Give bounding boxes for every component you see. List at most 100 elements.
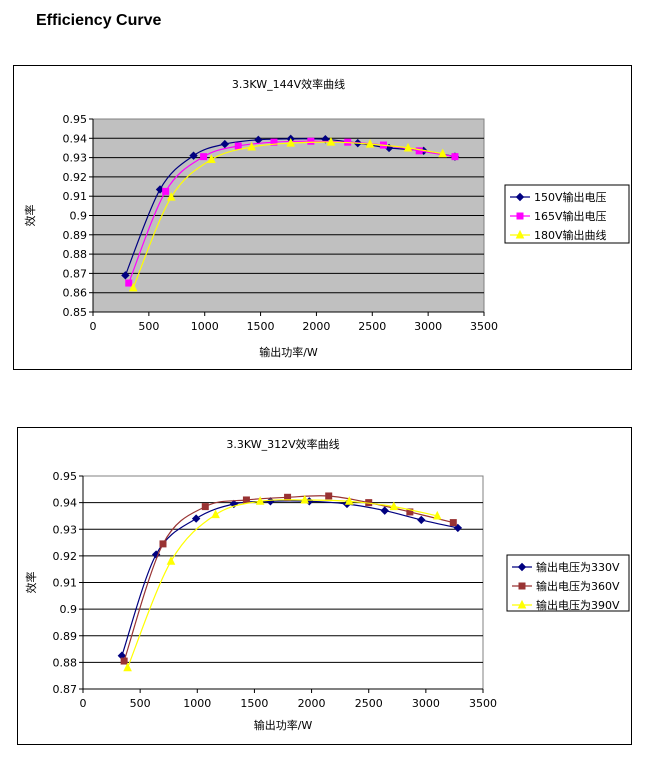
chart0-series-line — [128, 140, 456, 284]
chart1-data-point — [166, 556, 176, 565]
chart-312v-svg: 3.3KW_312V效率曲线 0.87 0.88 0.89 0.9 0.91 0.92 0.9… — [24, 437, 630, 732]
page-heading: Efficiency Curve — [36, 12, 162, 29]
chart0-legend-swatch-marker — [515, 229, 525, 239]
chart0-y-tick-label: 0.86 — [63, 287, 88, 300]
chart-144v-svg: 3.3KW_144V效率曲线 0.85 0.86 0.87 0.88 0.89 0.9 0.9… — [23, 77, 630, 359]
chart1-x-tick-label: 500 — [130, 697, 151, 710]
chart0-data-point — [189, 151, 198, 160]
chart0-series-2 — [128, 137, 447, 292]
chart0-y-tick-label: 0.94 — [63, 132, 88, 145]
chart1-data-point — [449, 519, 457, 527]
chart1-x-axis-label: 输出功率/W — [254, 718, 313, 732]
chart1-title: 3.3KW_312V效率曲线 — [226, 437, 339, 451]
chart0-data-point — [200, 153, 208, 161]
chart0-data-point — [286, 138, 296, 147]
chart1-legend-label: 输出电压为360V — [536, 579, 620, 593]
chart0-data-point — [162, 187, 170, 195]
chart0-data-point — [207, 154, 216, 164]
chart0-data-point — [166, 192, 176, 201]
chart1-data-point — [453, 523, 463, 533]
chart0-title: 3.3KW_144V效率曲线 — [232, 77, 345, 91]
chart0-y-tick-label: 0.93 — [63, 152, 88, 165]
chart0-data-point — [247, 141, 256, 151]
chart1-data-point — [406, 508, 414, 516]
chart0-x-axis-label: 输出功率/W — [259, 345, 318, 359]
chart0-legend-item: 150V输出电压 — [510, 190, 607, 204]
chart1-y-tick-label: 0.91 — [53, 577, 78, 590]
chart1-y-tick-label: 0.88 — [53, 656, 78, 669]
chart0-data-point — [438, 148, 447, 158]
chart0-x-tick-label: 1500 — [247, 320, 275, 333]
efficiency-chart-144v: 3.3KW_144V效率曲线 0.85 0.86 0.87 0.88 0.89 0.9 0.9… — [13, 65, 632, 370]
chart0-data-point — [125, 279, 133, 287]
chart0-y-tick-label: 0.91 — [63, 190, 88, 203]
chart1-x-tick-label: 0 — [80, 697, 87, 710]
chart1-data-point — [120, 657, 128, 665]
chart1-legend-swatch-marker — [517, 562, 527, 572]
chart1-data-point — [242, 496, 250, 504]
chart1-data-point — [325, 492, 333, 500]
chart1-data-point — [389, 501, 399, 511]
chart0-x-tick-label: 500 — [138, 320, 159, 333]
chart1-data-point — [201, 503, 209, 511]
efficiency-chart-312v: 3.3KW_312V效率曲线 0.87 0.88 0.89 0.9 0.91 0.92 0.9… — [17, 427, 632, 745]
chart0-y-tick-label: 0.87 — [63, 267, 88, 280]
chart0-legend — [504, 184, 630, 244]
chart0-data-point — [234, 142, 242, 150]
chart1-legend — [506, 554, 630, 612]
chart0-data-point — [307, 137, 315, 145]
chart1-x-tick-label: 2000 — [298, 697, 326, 710]
chart0-data-point — [415, 147, 423, 155]
chart0-data-point — [365, 138, 375, 148]
chart0-y-tick-label: 0.88 — [63, 248, 88, 261]
chart0-y-tick-label: 0.9 — [70, 210, 88, 223]
chart1-y-axis-label: 效率 — [24, 572, 38, 594]
chart0-legend-swatch-marker — [515, 192, 525, 202]
chart1-data-point — [417, 515, 426, 525]
chart1-legend-swatch-marker — [517, 599, 527, 609]
chart0-legend-item: 180V输出曲线 — [510, 228, 607, 242]
chart0-x-tick-label: 2000 — [302, 320, 330, 333]
chart1-series-2 — [123, 494, 442, 672]
chart1-legend-item: 输出电压为330V — [512, 560, 620, 574]
chart0-x-tick-label: 2500 — [358, 320, 386, 333]
chart0-data-point — [270, 138, 278, 146]
chart0-data-point — [220, 139, 230, 149]
chart1-y-tick-label: 0.89 — [53, 630, 78, 643]
chart0-y-tick-label: 0.89 — [63, 229, 88, 242]
chart1-data-point — [159, 540, 167, 548]
chart0-x-tick-label: 3000 — [414, 320, 442, 333]
chart0-legend-item: 165V输出电压 — [510, 209, 607, 223]
chart1-x-tick-label: 3500 — [469, 697, 497, 710]
chart0-legend-swatch-marker — [516, 212, 524, 220]
chart0-legend-label: 180V输出曲线 — [534, 228, 607, 242]
chart1-data-point — [300, 494, 310, 504]
chart1-x-tick-label: 2500 — [355, 697, 383, 710]
chart0-data-point — [403, 142, 413, 152]
chart1-y-tick-label: 0.93 — [53, 523, 78, 536]
chart0-x-tick-label: 1000 — [191, 320, 219, 333]
chart1-data-point — [211, 509, 220, 519]
chart0-x-tick-label: 3500 — [470, 320, 498, 333]
chart1-legend-label: 输出电压为390V — [536, 598, 620, 612]
chart0-y-tick-label: 0.95 — [63, 113, 88, 126]
chart1-data-point — [344, 496, 354, 505]
chart1-data-point — [255, 496, 265, 505]
chart1-y-tick-label: 0.95 — [53, 470, 78, 483]
chart1-data-point — [123, 662, 132, 672]
chart0-legend-label: 150V输出电压 — [534, 190, 607, 204]
chart0-y-tick-label: 0.85 — [63, 306, 88, 319]
chart1-legend-item: 输出电压为360V — [512, 579, 620, 593]
chart1-y-tick-label: 0.92 — [53, 550, 78, 563]
chart1-x-tick-label: 3000 — [412, 697, 440, 710]
chart0-data-point — [326, 137, 336, 146]
chart1-data-point — [380, 506, 389, 515]
chart1-x-tick-label: 1500 — [240, 697, 268, 710]
chart0-x-tick-label: 0 — [90, 320, 97, 333]
chart0-y-tick-label: 0.92 — [63, 171, 88, 184]
chart0-y-axis-label: 效率 — [23, 205, 37, 227]
chart1-legend-label: 输出电压为330V — [536, 560, 620, 574]
chart1-legend-item: 输出电压为390V — [512, 598, 620, 612]
chart1-y-tick-label: 0.87 — [53, 683, 78, 696]
chart0-data-point — [451, 153, 459, 161]
